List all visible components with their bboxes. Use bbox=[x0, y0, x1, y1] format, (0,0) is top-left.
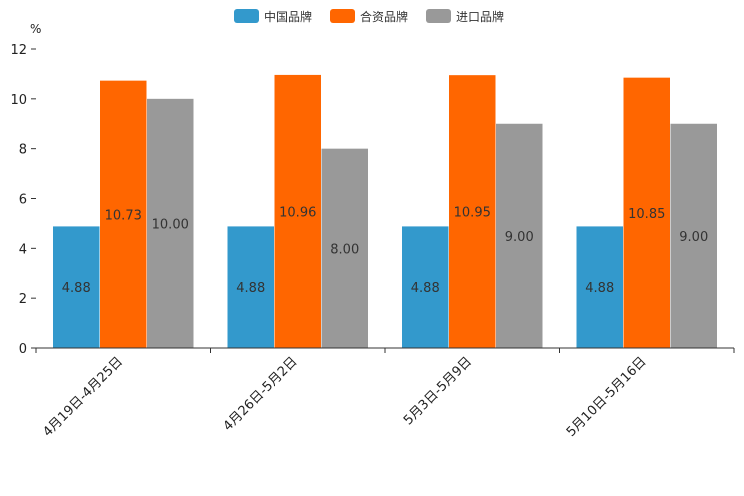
y-tick-label: 8 bbox=[19, 143, 27, 158]
legend-label: 中国品牌 bbox=[264, 9, 312, 24]
value-label: 4.88 bbox=[411, 281, 440, 296]
legend-label: 合资品牌 bbox=[360, 9, 408, 24]
legend-swatch bbox=[330, 9, 355, 23]
value-label: 10.95 bbox=[454, 206, 491, 221]
y-tick-label: 0 bbox=[19, 342, 27, 357]
y-tick-label: 6 bbox=[19, 193, 27, 208]
bar[interactable] bbox=[623, 77, 671, 348]
value-label: 10.96 bbox=[279, 205, 316, 220]
bar[interactable] bbox=[147, 98, 194, 348]
value-label: 9.00 bbox=[505, 230, 534, 245]
legend-swatch bbox=[426, 9, 451, 23]
bar[interactable] bbox=[402, 226, 449, 348]
bar[interactable] bbox=[576, 226, 624, 348]
value-label: 4.88 bbox=[62, 281, 91, 296]
legend-item[interactable]: 合资品牌 bbox=[330, 9, 408, 24]
legend-item[interactable]: 进口品牌 bbox=[426, 9, 504, 24]
bar[interactable] bbox=[496, 123, 543, 348]
bar[interactable] bbox=[274, 74, 322, 348]
bar[interactable] bbox=[100, 80, 147, 348]
x-category-label: 4月19日-4月25日 bbox=[40, 354, 126, 440]
value-labels: 4.88 10.73 10.00 4.88 10.96 8.00 4.88 10.95 9.00… bbox=[62, 205, 708, 296]
legend-label: 进口品牌 bbox=[456, 10, 504, 24]
value-label: 10.00 bbox=[152, 217, 189, 232]
value-label: 9.00 bbox=[679, 230, 708, 245]
y-tick-label: 12 bbox=[10, 43, 27, 58]
bar[interactable] bbox=[53, 226, 100, 348]
bar[interactable] bbox=[321, 148, 369, 348]
y-tick-label: 10 bbox=[10, 93, 27, 108]
bars bbox=[53, 74, 718, 348]
legend-item[interactable]: 中国品牌 bbox=[234, 9, 312, 24]
legend: 中国品牌 合资品牌 进口品牌 bbox=[234, 9, 504, 24]
x-category-label: 4月26日-5月2日 bbox=[221, 354, 301, 434]
value-label: 10.85 bbox=[628, 207, 665, 222]
value-label: 10.73 bbox=[105, 208, 142, 223]
bar[interactable] bbox=[449, 75, 496, 348]
value-label: 4.88 bbox=[585, 281, 614, 296]
bar[interactable] bbox=[227, 226, 275, 348]
value-label: 8.00 bbox=[330, 242, 359, 257]
value-label: 4.88 bbox=[236, 281, 265, 296]
x-axis: 4月19日-4月25日 4月26日-5月2日 5月3日-5月9日 5月10日-5月16… bbox=[35, 347, 735, 440]
y-tick-label: 4 bbox=[19, 242, 27, 257]
bar[interactable] bbox=[670, 123, 718, 348]
y-axis-unit-label: % bbox=[30, 22, 41, 36]
y-tick-label: 2 bbox=[19, 292, 27, 307]
x-category-label: 5月3日-5月9日 bbox=[401, 354, 475, 428]
legend-swatch bbox=[234, 9, 259, 23]
x-category-label: 5月10日-5月16日 bbox=[564, 354, 650, 440]
y-axis: 0 2 4 6 8 10 12 bbox=[10, 43, 36, 357]
